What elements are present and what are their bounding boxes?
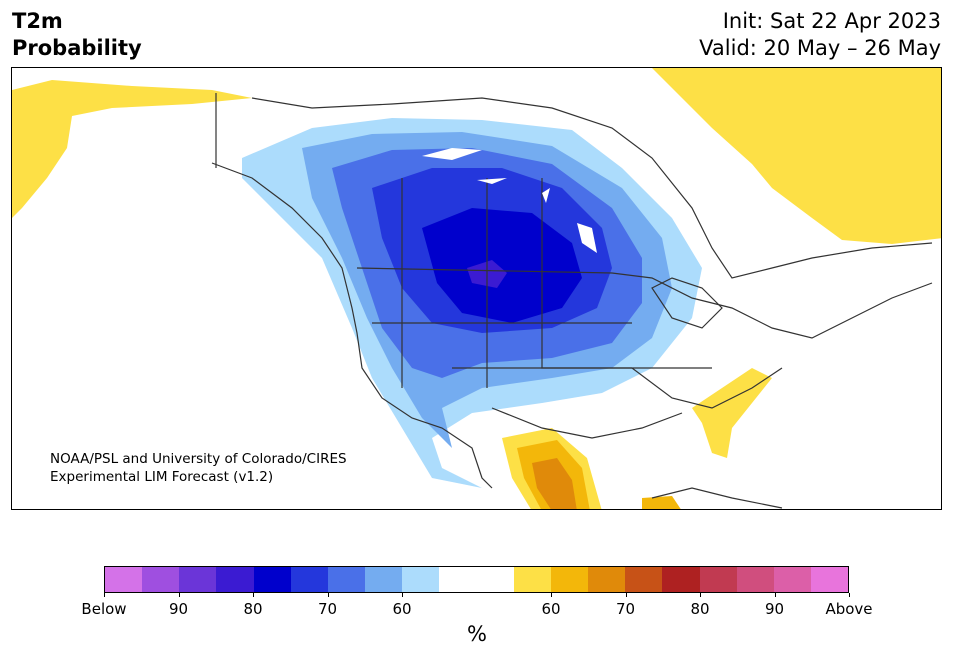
colorbar-tick-mark — [178, 593, 180, 597]
map-panel: NOAA/PSL and University of Colorado/CIRE… — [11, 67, 942, 510]
colorbar-tick-mark — [327, 593, 329, 597]
colorbar-tick-mark — [774, 593, 776, 597]
credit-line-2: Experimental LIM Forecast (v1.2) — [50, 469, 274, 485]
colorbar-cell — [439, 567, 477, 592]
colorbar-tick-label: 80 — [690, 600, 710, 618]
colorbar-cell — [736, 567, 774, 592]
colorbar-cell — [513, 567, 551, 592]
colorbar-cell — [625, 567, 663, 592]
colorbar-tick-label: 70 — [317, 600, 338, 618]
colorbar-cell — [550, 567, 589, 592]
colorbar-cell — [290, 567, 328, 592]
colorbar-cell — [476, 567, 514, 592]
colorbar-cell — [699, 567, 737, 592]
credit-line-1: NOAA/PSL and University of Colorado/CIRE… — [50, 451, 347, 467]
colorbar-cell — [810, 567, 849, 592]
colorbar-tick-mark — [700, 593, 701, 597]
colorbar-tick-label: 80 — [243, 600, 263, 618]
lake-shape — [477, 178, 507, 184]
colorbar-tick-mark — [625, 593, 627, 597]
warm-region-caribbean — [642, 496, 681, 509]
probability-map — [12, 68, 941, 509]
warm-region-mexico-70 — [532, 458, 577, 509]
colorbar-cell — [327, 567, 366, 592]
colorbar-cell — [662, 567, 700, 592]
colorbar — [104, 566, 849, 593]
colorbar-cell — [142, 567, 180, 592]
colorbar-cell — [105, 567, 143, 592]
map-borders — [211, 93, 933, 509]
lake-shape — [422, 148, 482, 160]
title-line-2: Probability — [12, 36, 142, 60]
warm-region-ne-canada — [652, 68, 941, 244]
colorbar-tick-label: 90 — [168, 600, 189, 618]
date-info: Init: Sat 22 Apr 2023 Valid: 20 May – 26… — [699, 8, 941, 62]
colorbar-cell — [365, 567, 403, 592]
map-credit: NOAA/PSL and University of Colorado/CIRE… — [50, 450, 347, 486]
colorbar-tick-label: 60 — [392, 600, 412, 618]
colorbar-cell — [588, 567, 626, 592]
lake-shape — [542, 188, 550, 203]
colorbar-tick-label: Above — [825, 600, 873, 618]
colorbar-cell — [402, 567, 440, 592]
warm-region-alaska — [12, 80, 252, 218]
colorbar-tick-label: 70 — [615, 600, 636, 618]
colorbar-tick-mark — [849, 593, 850, 597]
colorbar-tick-mark — [253, 593, 254, 597]
init-date: Init: Sat 22 Apr 2023 — [722, 9, 941, 33]
colorbar-cell — [179, 567, 217, 592]
colorbar-tick-mark — [104, 593, 105, 597]
lake-shape — [577, 223, 597, 253]
colorbar-tick-label: 60 — [541, 600, 561, 618]
colorbar-tick-mark — [402, 593, 403, 597]
colorbar-cell — [253, 567, 291, 592]
colorbar-tick-mark — [551, 593, 552, 597]
valid-range: Valid: 20 May – 26 May — [699, 36, 941, 60]
title-line-1: T2m — [12, 9, 63, 33]
colorbar-cell — [216, 567, 254, 592]
warm-region-southeast — [692, 368, 772, 458]
colorbar-tick-label: 90 — [764, 600, 785, 618]
colorbar-unit: % — [467, 622, 487, 646]
colorbar-tick-label: Below — [81, 600, 127, 618]
chart-title: T2m Probability — [12, 8, 142, 62]
colorbar-cell — [773, 567, 811, 592]
